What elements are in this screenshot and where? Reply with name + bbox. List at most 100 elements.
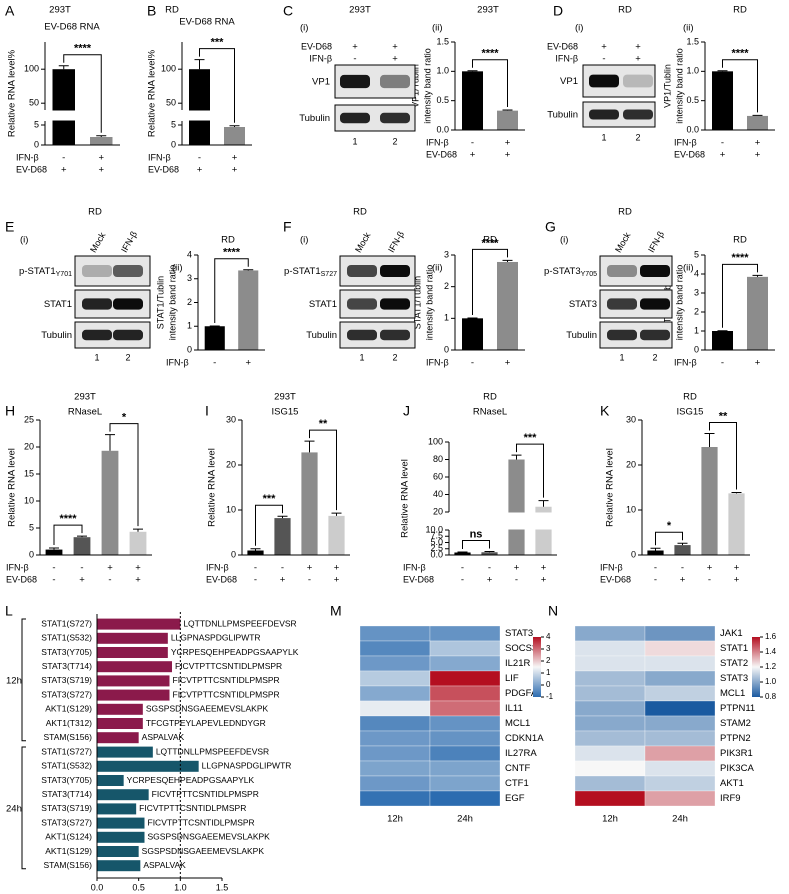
sequence-label: SGSPSDNSGAEEMEVSLAKPK [146, 704, 269, 714]
band-label: VP1 [312, 76, 330, 87]
sequence-label: SGSPSDNSGAEEMEVSLAKPK [142, 846, 265, 856]
bar [97, 718, 143, 729]
chart-title: RD [483, 235, 497, 246]
column-label: 24h [672, 814, 688, 825]
band-name: p-STAT1 [284, 266, 321, 277]
band-subscript: Y705 [581, 271, 597, 278]
error-bar [133, 528, 143, 532]
blot-band [113, 329, 143, 341]
chart-subtitle: RNaseL [473, 407, 507, 418]
sub-label: (i) [300, 23, 308, 34]
condition-label: EV-D68 [600, 574, 631, 584]
panel-letter: D [553, 3, 563, 19]
y-tick-label: 10 [226, 504, 236, 514]
blot-band [623, 74, 653, 88]
condition-value: + [245, 358, 251, 369]
band-name: VP1 [560, 76, 578, 87]
column-label: 24h [457, 814, 473, 825]
condition-value: - [681, 563, 684, 574]
error-bar [96, 135, 107, 137]
sequence-label: ASPALVAK [143, 860, 186, 870]
condition-value: + [135, 563, 141, 574]
significance-label: **** [481, 237, 499, 249]
significance-bracket [214, 258, 249, 324]
heatmap-cell [429, 715, 501, 732]
panel-letter: N [548, 603, 558, 619]
group-bracket [21, 618, 26, 742]
y-tick-label: 2 [694, 306, 699, 316]
sequence-label: ASPALVAK [142, 732, 185, 742]
sequence-label: FICVTPTTCSNTIDLPMSPR [173, 675, 280, 685]
panel-letter: C [283, 3, 293, 19]
x-tick-label: 1.0 [174, 882, 187, 892]
bar [97, 632, 168, 644]
category-label: STAT3(T714) [42, 661, 92, 671]
blot-band [380, 112, 410, 124]
chart-subtitle: EV-D68 RNA [44, 22, 100, 33]
sub-label: (ii) [432, 263, 443, 274]
row-label: IL27RA [505, 748, 537, 759]
blot-band [347, 329, 377, 341]
axis-break-gap [176, 110, 254, 121]
bar [189, 69, 210, 145]
y-tick-label: 30 [626, 414, 636, 424]
blot-band [607, 265, 637, 277]
significance-bracket [309, 429, 337, 511]
group-bracket [21, 746, 26, 870]
panel-letter: E [5, 219, 14, 235]
heatmap-cell [574, 760, 646, 777]
condition-value: - [471, 138, 474, 149]
heatmap-cell [429, 625, 501, 642]
bar [129, 531, 147, 555]
heatmap-cell [574, 715, 646, 732]
significance-label: ns [470, 528, 483, 540]
heatmap-cell [429, 640, 501, 657]
condition-value: + [232, 165, 238, 176]
significance-bracket [722, 263, 758, 328]
condition-value: + [505, 358, 511, 369]
significance-bracket [53, 524, 83, 545]
condition-label: EV-D68 [16, 164, 47, 174]
condition-label: EV-D68 [148, 164, 179, 174]
chart-title: RD [221, 235, 235, 246]
category-label: STAT1(S532) [41, 761, 92, 771]
blot-box [599, 255, 673, 287]
band-label: STAT1 [44, 299, 72, 310]
band-name: p-STAT3 [544, 266, 581, 277]
bar [274, 518, 291, 555]
error-bar [650, 547, 661, 551]
condition-value: - [213, 358, 216, 369]
condition-value: - [62, 153, 65, 164]
y-tick-label: 0 [187, 344, 192, 354]
significance-label: **** [223, 247, 241, 259]
error-bar [502, 259, 513, 262]
sub-label: (ii) [683, 23, 694, 34]
sub-label: (i) [560, 235, 568, 246]
bar [712, 71, 733, 130]
sub-label: (ii) [683, 263, 694, 274]
y-axis-label: Relative RNA level [400, 459, 411, 538]
condition-value: - [461, 563, 464, 574]
heatmap-cell [574, 655, 646, 672]
band-name: STAT1 [44, 299, 72, 310]
y-tick-label: 0 [631, 549, 636, 559]
heatmap-cell [359, 640, 431, 657]
condition-value: + [755, 138, 761, 149]
y-axis-label: intensity band ratio [674, 48, 684, 124]
lane-number: 2 [392, 136, 397, 146]
lane-number: 2 [652, 352, 657, 362]
y-tick-label: 0 [34, 139, 39, 149]
row-label: MCL1 [720, 688, 745, 699]
error-bar [467, 70, 478, 72]
y-tick-label: 0.5 [686, 95, 699, 105]
colorbar-tick-label: 1.4 [765, 647, 777, 656]
category-label: STAM(S156) [44, 732, 93, 742]
band-name: p-STAT1 [19, 266, 56, 277]
y-tick-label: 20 [24, 441, 34, 451]
significance-bracket [709, 422, 737, 490]
bar [97, 775, 124, 786]
bar [238, 270, 259, 350]
bar [97, 817, 145, 829]
lane-number: 1 [94, 352, 99, 362]
significance-bracket [63, 54, 102, 133]
